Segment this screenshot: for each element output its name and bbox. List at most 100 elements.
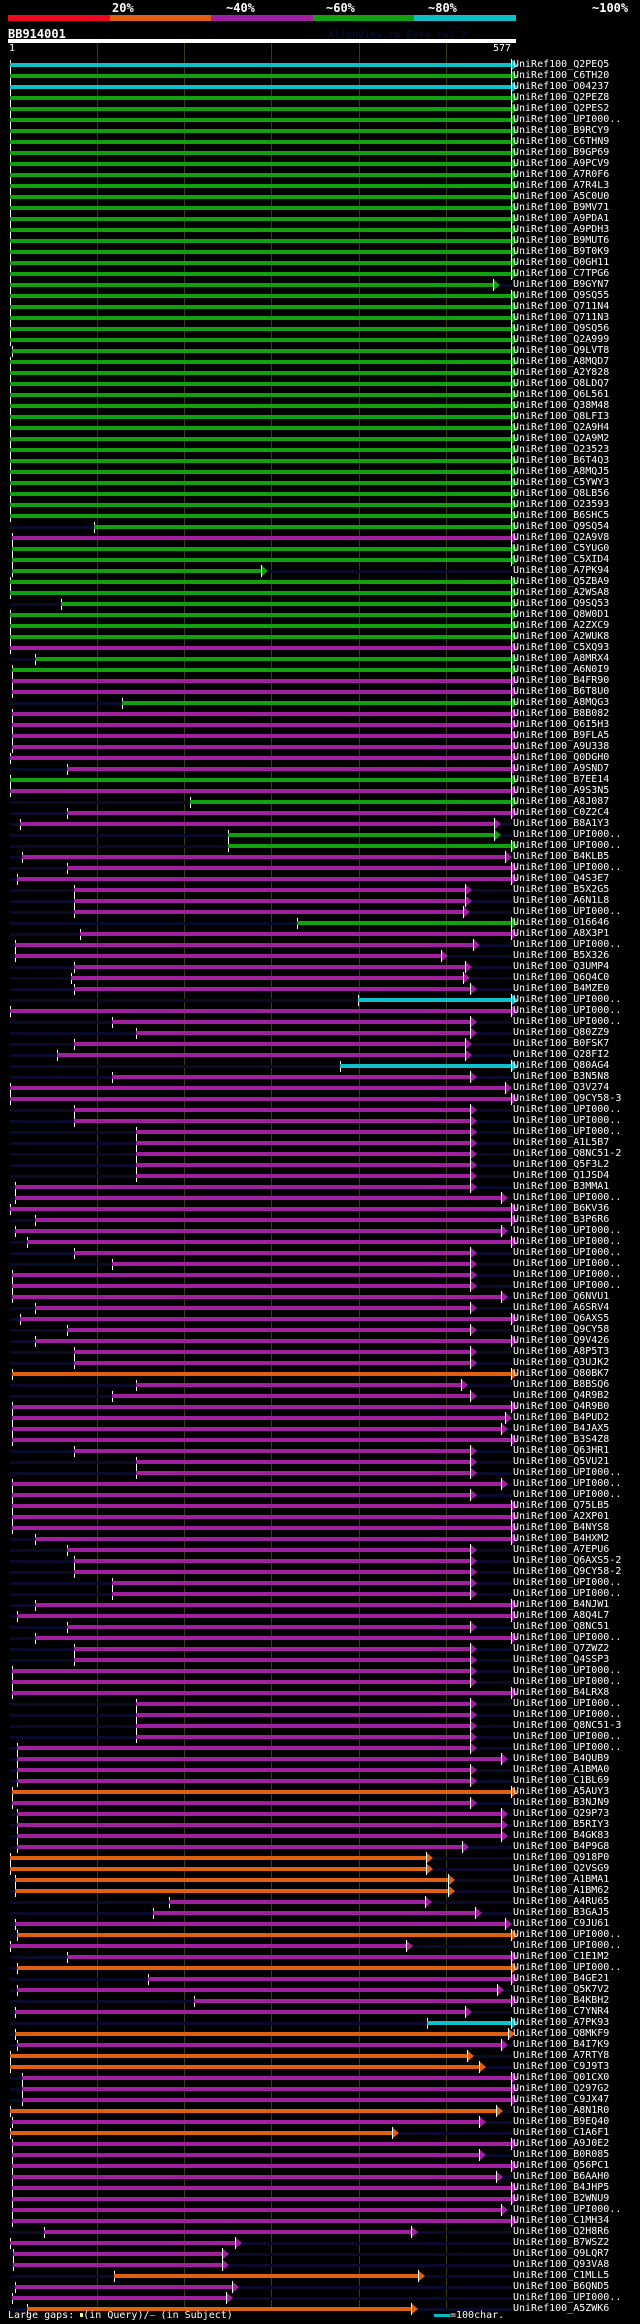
alignment-row[interactable]: UniRef100_UPI000.. [0,1126,640,1138]
alignment-bar[interactable] [136,1174,472,1178]
alignment-row[interactable]: UniRef100_UPI000.. [0,1577,640,1589]
alignment-row[interactable]: UniRef100_B3N5N8 [0,1071,640,1083]
alignment-bar[interactable] [17,1757,502,1761]
alignment-bar[interactable] [20,1317,512,1321]
alignment-row[interactable]: UniRef100_B5RIY3 [0,1819,640,1831]
hit-label[interactable]: UniRef100_Q9LVT8 [513,345,610,356]
hit-label[interactable]: UniRef100_UPI000.. [513,1676,622,1687]
alignment-row[interactable]: UniRef100_Q1JSD4 [0,1170,640,1182]
alignment-bar[interactable] [136,1152,472,1156]
alignment-bar[interactable] [112,1581,471,1585]
alignment-bar[interactable] [169,1900,426,1904]
hit-label[interactable]: UniRef100_Q3V274 [513,1082,610,1093]
alignment-bar[interactable] [12,1482,503,1486]
alignment-bar[interactable] [10,1009,512,1013]
alignment-bar[interactable] [57,1053,466,1057]
alignment-row[interactable]: UniRef100_UPI000.. [0,1104,640,1116]
alignment-bar[interactable] [22,2076,512,2080]
alignment-row[interactable]: UniRef100_B3P6R6 [0,1214,640,1226]
alignment-bar[interactable] [10,1097,512,1101]
alignment-bar[interactable] [12,1680,471,1684]
alignment-row[interactable]: UniRef100_Q2PES2 [0,103,640,115]
alignment-bar[interactable] [15,1196,502,1200]
alignment-row[interactable]: UniRef100_UPI000.. [0,1665,640,1677]
alignment-bar[interactable] [114,2274,419,2278]
alignment-row[interactable]: UniRef100_Q01CX0 [0,2072,640,2084]
alignment-bar[interactable] [67,1625,471,1629]
alignment-row[interactable]: UniRef100_A1BM62 [0,1885,640,1897]
alignment-row[interactable]: UniRef100_B0FSK7 [0,1038,640,1050]
hit-label[interactable]: UniRef100_A2WSA8 [513,587,610,598]
alignment-row[interactable]: UniRef100_Q3UJK2 [0,1357,640,1369]
alignment-row[interactable]: UniRef100_Q9SQ53 [0,598,640,610]
alignment-bar[interactable] [136,1383,463,1387]
alignment-bar[interactable] [340,1064,512,1068]
alignment-bar[interactable] [74,987,471,991]
hit-label[interactable]: UniRef100_Q9SQ56 [513,323,610,334]
alignment-row[interactable]: UniRef100_A5C0U0 [0,191,640,203]
alignment-row[interactable]: UniRef100_C6TH20 [0,70,640,82]
alignment-row[interactable]: UniRef100_B3MMA1 [0,1181,640,1193]
alignment-bar[interactable] [12,1526,512,1530]
alignment-bar[interactable] [67,1328,471,1332]
alignment-row[interactable]: UniRef100_Q80ZZ9 [0,1027,640,1039]
hit-label[interactable]: UniRef100_A7PK94 [513,565,610,576]
alignment-row[interactable]: UniRef100_B4GE21 [0,1973,640,1985]
alignment-bar[interactable] [61,602,512,606]
hit-label[interactable]: UniRef100_Q9CY58-3 [513,1093,622,1104]
alignment-row[interactable]: UniRef100_B6SHC5 [0,510,640,522]
alignment-bar[interactable] [10,283,494,287]
alignment-row[interactable]: UniRef100_UPI000.. [0,1005,640,1017]
hit-label[interactable]: UniRef100_UPI000.. [513,2292,622,2303]
alignment-bar[interactable] [17,1845,463,1849]
alignment-row[interactable]: UniRef100_A7R0F6 [0,169,640,181]
alignment-bar[interactable] [74,1559,471,1563]
hit-label[interactable]: UniRef100_Q711N3 [513,312,610,323]
alignment-bar[interactable] [12,734,512,738]
alignment-bar[interactable] [153,1911,476,1915]
alignment-bar[interactable] [10,1856,427,1860]
alignment-bar[interactable] [12,1669,471,1673]
alignment-row[interactable]: UniRef100_Q9SQ54 [0,521,640,533]
alignment-bar[interactable] [74,1042,466,1046]
hit-label[interactable]: UniRef100_UPI000.. [513,939,622,950]
alignment-bar[interactable] [10,272,512,276]
alignment-row[interactable]: UniRef100_A5ZWK6 [0,2303,640,2315]
alignment-row[interactable]: UniRef100_Q8NC51 [0,1621,640,1633]
alignment-row[interactable]: UniRef100_B2WNU9 [0,2193,640,2205]
alignment-row[interactable]: UniRef100_Q2H8R6 [0,2226,640,2238]
alignment-row[interactable]: UniRef100_C1MH34 [0,2215,640,2227]
alignment-bar[interactable] [10,503,512,507]
alignment-row[interactable]: UniRef100_O16646 [0,917,640,929]
alignment-row[interactable]: UniRef100_UPI000.. [0,114,640,126]
alignment-bar[interactable] [10,646,512,650]
alignment-bar[interactable] [10,1207,512,1211]
alignment-bar[interactable] [10,470,512,474]
alignment-bar[interactable] [10,261,512,265]
hit-label[interactable]: UniRef100_Q8MKF9 [513,2028,610,2039]
alignment-bar[interactable] [358,998,512,1002]
alignment-row[interactable]: UniRef100_C6THN9 [0,136,640,148]
alignment-row[interactable]: UniRef100_Q9CY58 [0,1324,640,1336]
alignment-row[interactable]: UniRef100_A9J0E2 [0,2138,640,2150]
hit-label[interactable]: UniRef100_C1E1M2 [513,1951,610,1962]
alignment-bar[interactable] [12,2296,227,2300]
alignment-row[interactable]: UniRef100_Q3V274 [0,1082,640,1094]
hit-label[interactable]: UniRef100_B9MUT6 [513,235,610,246]
alignment-row[interactable]: UniRef100_B6KV36 [0,1203,640,1215]
alignment-row[interactable]: UniRef100_A6N1L8 [0,895,640,907]
alignment-row[interactable]: UniRef100_A7RTY8 [0,2050,640,2062]
alignment-bar[interactable] [10,580,512,584]
alignment-row[interactable]: UniRef100_A4RU65 [0,1896,640,1908]
alignment-bar[interactable] [10,492,512,496]
alignment-row[interactable]: UniRef100_UPI000.. [0,1962,640,1974]
hit-label[interactable]: UniRef100_UPI000.. [513,1280,622,1291]
alignment-row[interactable]: UniRef100_A1BMA0 [0,1764,640,1776]
hit-label[interactable]: UniRef100_UPI000.. [513,1005,622,1016]
hit-label[interactable]: UniRef100_C7YNR4 [513,2006,610,2017]
alignment-row[interactable]: UniRef100_A6N0I9 [0,664,640,676]
alignment-bar[interactable] [136,1713,472,1717]
hit-label[interactable]: UniRef100_A9PCV9 [513,158,610,169]
alignment-bar[interactable] [10,459,512,463]
alignment-row[interactable]: UniRef100_Q8NC51-2 [0,1148,640,1160]
